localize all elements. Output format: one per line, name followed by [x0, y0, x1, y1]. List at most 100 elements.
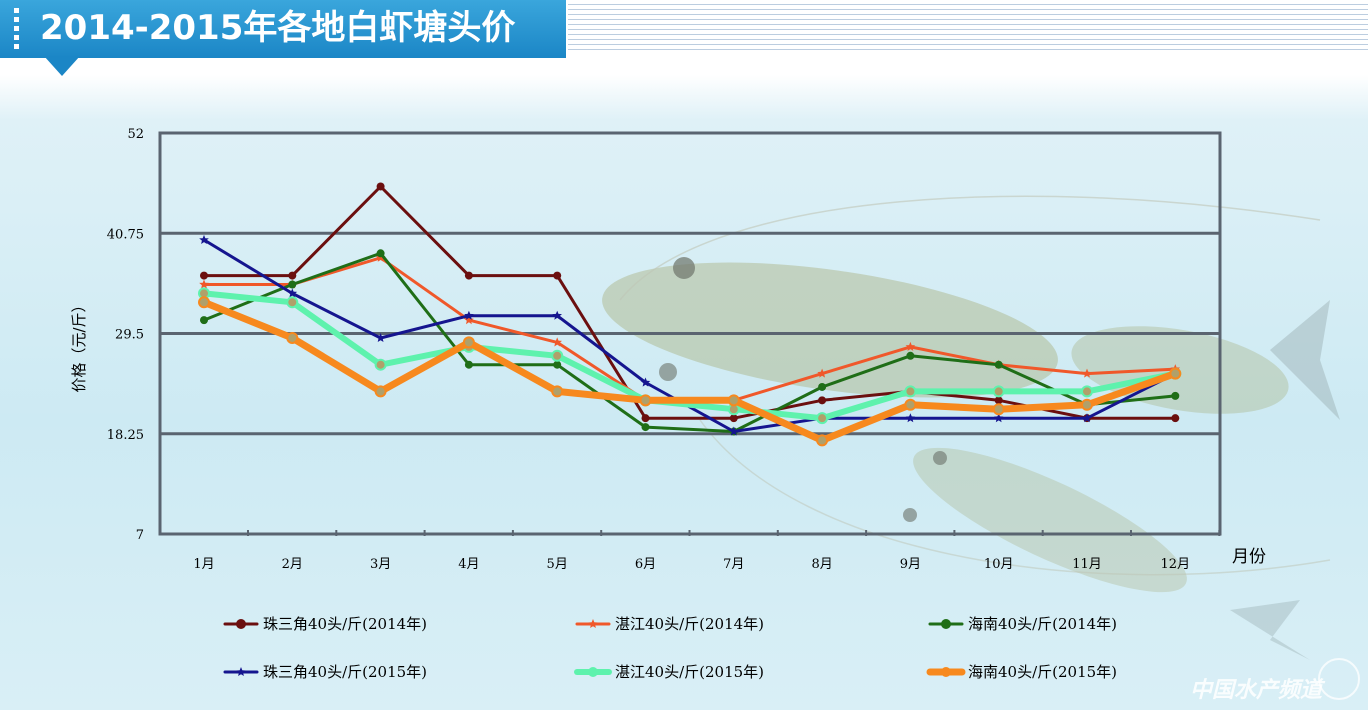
series-line: [200, 298, 1179, 444]
legend-item-1: 珠三角40头/斤(2014年): [223, 615, 427, 633]
data-point: [818, 382, 827, 391]
series-layer: [198, 182, 1182, 447]
data-point: [905, 413, 916, 423]
data-point: [993, 413, 1004, 423]
y-tick-label: 52: [127, 127, 144, 142]
data-point: [551, 385, 564, 398]
data-point: [286, 331, 299, 344]
series-line: [202, 185, 1177, 420]
data-point: [376, 182, 385, 191]
data-point: [992, 385, 1005, 398]
legend: 珠三角40头/斤(2014年) 湛江40头/斤(2014年) 海南40头/斤(201…: [223, 615, 1117, 681]
legend-label: 湛江40头/斤(2014年): [615, 615, 764, 633]
series-line: [201, 290, 1179, 422]
x-tick-label: 2月: [282, 557, 303, 572]
header-dots-decoration: [14, 8, 19, 50]
data-point: [817, 368, 827, 378]
data-point: [374, 358, 387, 371]
x-tick-label: 4月: [458, 557, 479, 572]
data-point: [816, 412, 829, 425]
data-point: [641, 423, 650, 432]
data-point: [464, 360, 473, 369]
data-point: [286, 296, 299, 309]
data-point: [904, 398, 917, 411]
legend-label: 湛江40头/斤(2015年): [615, 663, 764, 681]
data-point: [1169, 367, 1182, 380]
legend-marker: [236, 667, 246, 676]
legend-marker: [588, 667, 598, 677]
watermark-text: 中国水产频道: [1190, 678, 1323, 703]
data-point: [1081, 385, 1093, 398]
data-point: [639, 394, 652, 407]
y-tick-label: 7: [136, 528, 144, 543]
header-notch: [44, 56, 80, 76]
data-point: [553, 360, 562, 369]
data-point: [1082, 368, 1092, 378]
shrimp-background-image: [602, 195, 1340, 660]
data-point: [464, 315, 474, 325]
x-tick-label: 10月: [984, 557, 1014, 572]
legend-marker: [236, 619, 246, 629]
x-tick-label: 1月: [193, 557, 214, 572]
data-point: [288, 271, 297, 280]
legend-item-5: 湛江40头/斤(2015年): [574, 663, 764, 681]
data-point: [729, 426, 739, 436]
data-point: [375, 252, 386, 262]
legend-item-6: 海南40头/斤(2015年): [926, 663, 1117, 681]
data-point: [464, 310, 474, 320]
data-point: [464, 271, 473, 280]
legend-label: 海南40头/斤(2015年): [968, 663, 1117, 681]
series-6: [198, 296, 1182, 447]
data-point: [198, 296, 210, 309]
data-point: [376, 249, 385, 258]
data-point: [199, 279, 209, 289]
legend-marker: [941, 667, 951, 677]
x-tick-label: 12月: [1161, 557, 1191, 572]
series-1: [200, 182, 1180, 423]
x-axis-title: 月份: [1232, 547, 1266, 567]
series-line: [202, 251, 1177, 433]
data-point: [374, 385, 387, 398]
legend-item-3: 海南40头/斤(2014年): [928, 615, 1117, 633]
data-point: [200, 271, 208, 280]
data-point: [287, 288, 298, 298]
data-point: [1171, 414, 1180, 423]
data-point: [1081, 398, 1093, 411]
x-tick-label: 11月: [1072, 557, 1102, 572]
x-axis-ticks: 1月 2月 3月 4月 5月 6月 7月 8月 9月 10月 11月 12月: [193, 530, 1221, 572]
data-point: [994, 396, 1003, 405]
x-tick-label: 3月: [370, 557, 391, 572]
y-axis-ticks: 7 18.25 29.5 40.75 52: [107, 127, 144, 543]
data-point: [727, 394, 740, 407]
x-tick-label: 8月: [811, 557, 832, 572]
data-point: [462, 336, 475, 349]
data-point: [1082, 413, 1092, 423]
data-point: [552, 310, 562, 320]
data-point: [375, 333, 386, 342]
data-point: [1171, 391, 1180, 400]
data-point: [552, 337, 562, 347]
data-point: [551, 349, 564, 362]
x-tick-label: 6月: [635, 557, 656, 572]
x-tick-label: 5月: [547, 557, 568, 572]
data-point: [905, 341, 916, 351]
data-point: [641, 414, 650, 423]
legend-marker: [588, 619, 598, 628]
data-point: [200, 316, 208, 325]
header-stripes: [568, 4, 1368, 54]
y-tick-label: 29.5: [115, 328, 144, 343]
data-point: [992, 403, 1005, 416]
data-point: [729, 414, 738, 423]
x-tick-label: 9月: [900, 557, 921, 572]
data-point: [640, 377, 651, 387]
legend-label: 珠三角40头/斤(2015年): [263, 663, 427, 681]
data-point: [816, 434, 829, 447]
legend-item-4: 珠三角40头/斤(2015年): [223, 663, 427, 681]
data-point: [906, 351, 915, 360]
x-tick-label: 7月: [723, 557, 744, 572]
data-point: [818, 396, 827, 405]
page-title: 2014-2015年各地白虾塘头价: [40, 8, 516, 48]
y-tick-label: 18.25: [107, 428, 144, 443]
